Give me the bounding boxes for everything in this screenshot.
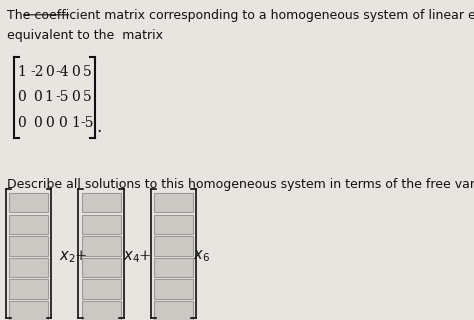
Text: 0: 0	[45, 65, 54, 78]
Text: 0: 0	[58, 116, 67, 130]
Bar	[9, 215, 48, 234]
Bar	[9, 258, 48, 277]
Text: -4: -4	[55, 65, 69, 78]
Text: .: .	[97, 118, 102, 136]
Bar	[9, 193, 48, 212]
Text: 1: 1	[17, 65, 26, 78]
Text: 0: 0	[17, 116, 26, 130]
Bar	[9, 236, 48, 255]
Text: 5: 5	[83, 65, 92, 78]
Bar	[154, 301, 193, 320]
Bar	[82, 193, 120, 212]
Text: 0: 0	[45, 116, 54, 130]
Text: 0: 0	[33, 90, 42, 104]
Text: Describe all solutions to this homogeneous system in terms of the free variables: Describe all solutions to this homogeneo…	[7, 178, 474, 190]
Text: 1: 1	[45, 90, 54, 104]
Text: The coefficient matrix corresponding to a homogeneous system of linear equations: The coefficient matrix corresponding to …	[7, 9, 474, 22]
Bar	[82, 279, 120, 299]
Bar	[154, 193, 193, 212]
Text: 0: 0	[72, 90, 80, 104]
Text: $x_2$+: $x_2$+	[59, 248, 88, 265]
Bar	[154, 236, 193, 255]
Bar	[154, 279, 193, 299]
Text: -2: -2	[31, 65, 44, 78]
Bar	[9, 301, 48, 320]
Text: 0: 0	[33, 116, 42, 130]
Text: equivalent to the  matrix: equivalent to the matrix	[7, 29, 163, 42]
Text: 0: 0	[17, 90, 26, 104]
Bar	[82, 258, 120, 277]
Bar	[9, 279, 48, 299]
Bar	[82, 301, 120, 320]
Text: 1: 1	[72, 116, 80, 130]
Text: -5: -5	[81, 116, 94, 130]
Text: 0: 0	[72, 65, 80, 78]
Bar	[82, 236, 120, 255]
Text: $x_6$: $x_6$	[193, 249, 210, 264]
Bar	[154, 258, 193, 277]
Text: -5: -5	[55, 90, 69, 104]
Text: $x_4$+: $x_4$+	[123, 248, 152, 265]
Bar	[82, 215, 120, 234]
Text: 5: 5	[83, 90, 92, 104]
Bar	[154, 215, 193, 234]
